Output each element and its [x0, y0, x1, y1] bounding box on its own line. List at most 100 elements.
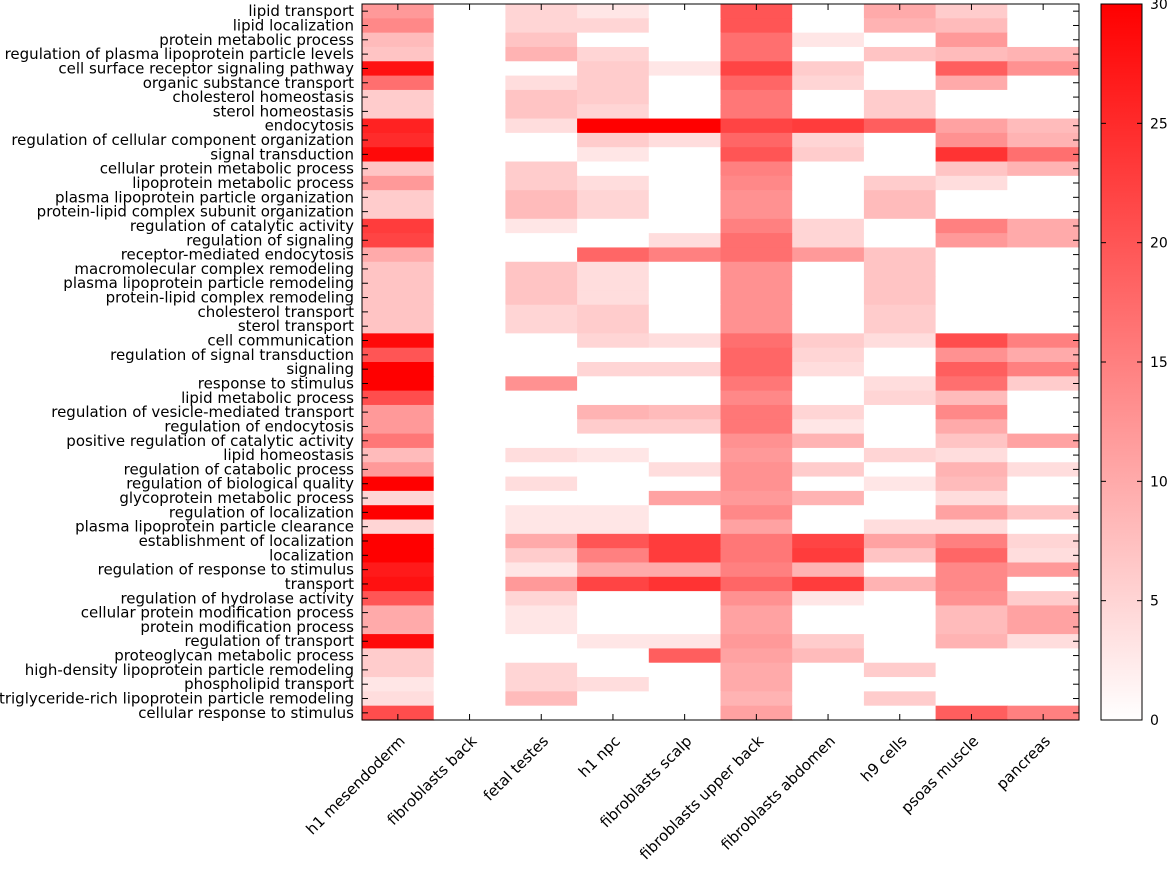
heatmap-cell [863, 18, 937, 34]
heatmap-cell [935, 505, 1008, 521]
heatmap-cell [720, 362, 793, 377]
row-label: regulation of signaling [186, 231, 354, 249]
heatmap-cell [505, 333, 578, 349]
heatmap-cell [648, 605, 722, 621]
heatmap-cell [863, 591, 937, 607]
heatmap-cell [935, 447, 1008, 463]
heatmap-cell [792, 362, 865, 377]
heatmap-cell [648, 218, 722, 234]
colorbar-tick-label: 25 [1150, 116, 1167, 132]
row-label: lipid transport [248, 2, 354, 20]
colorbar-tick-label: 10 [1150, 474, 1167, 490]
heatmap-cell [720, 548, 793, 564]
heatmap-cell [505, 61, 578, 77]
heatmap-cell [792, 691, 865, 707]
heatmap-cell [577, 247, 650, 263]
heatmap-cell [505, 533, 578, 549]
row-label: regulation of vesicle-mediated transport [51, 403, 354, 421]
heatmap-cell [720, 204, 793, 220]
heatmap-cell [577, 462, 650, 478]
heatmap-cell [1007, 75, 1080, 91]
heatmap-cell [648, 404, 722, 420]
heatmap-cell [433, 376, 506, 392]
row-label: plasma lipoprotein particle organization [55, 188, 354, 206]
row-label: transport [285, 575, 354, 593]
colorbar-tick-label: 5 [1150, 594, 1159, 610]
heatmap-cell [863, 132, 937, 148]
heatmap-cell [863, 104, 937, 120]
heatmap-cell [433, 705, 506, 721]
heatmap-cell [648, 662, 722, 678]
heatmap-cell [505, 490, 578, 506]
heatmap-cell [648, 290, 722, 306]
heatmap-cell [577, 691, 650, 707]
row-label: regulation of catabolic process [124, 460, 355, 478]
heatmap-cell [935, 304, 1008, 320]
heatmap-cell [720, 319, 793, 334]
heatmap-cell [935, 75, 1008, 91]
heatmap-cell [648, 175, 722, 191]
heatmap-cell [720, 46, 793, 62]
row-label: cholesterol transport [197, 303, 354, 321]
row-label: receptor-mediated endocytosis [121, 246, 354, 264]
heatmap-cell [935, 562, 1008, 578]
heatmap-cell [577, 390, 650, 406]
heatmap-cell [720, 347, 793, 363]
heatmap-cell [648, 247, 722, 263]
column-label: fetal testes [480, 732, 553, 805]
heatmap-cell [1007, 648, 1080, 664]
heatmap-cell [362, 433, 435, 449]
heatmap-cell [577, 662, 650, 678]
heatmap-cell [505, 147, 578, 163]
heatmap-cell [433, 147, 506, 163]
heatmap-cell [1007, 362, 1080, 377]
heatmap-cell [935, 648, 1008, 664]
row-label: regulation of cellular component organiz… [11, 131, 354, 149]
heatmap-cell [863, 347, 937, 363]
heatmap-cell [1007, 533, 1080, 549]
heatmap-cell [1007, 4, 1080, 19]
heatmap-cell [648, 147, 722, 163]
heatmap-cell [505, 548, 578, 564]
heatmap-cell [1007, 591, 1080, 607]
heatmap-cell [792, 32, 865, 48]
heatmap-cell [720, 304, 793, 320]
heatmap-cell [1007, 576, 1080, 592]
heatmap-cell [505, 677, 578, 692]
heatmap-cell [362, 462, 435, 478]
heatmap-cell [505, 662, 578, 678]
heatmap-cell [1007, 347, 1080, 363]
heatmap-cell [935, 89, 1008, 105]
heatmap-cell [792, 419, 865, 435]
heatmap-cell [935, 605, 1008, 621]
heatmap-cell [648, 18, 722, 34]
heatmap-cell [863, 333, 937, 349]
heatmap-cell [577, 233, 650, 249]
heatmap-cell [505, 362, 578, 377]
heatmap-cell [935, 46, 1008, 62]
heatmap-cell [792, 304, 865, 320]
heatmap-cell [433, 132, 506, 148]
heatmap-cell [362, 490, 435, 506]
heatmap-cell [362, 233, 435, 249]
heatmap-cell [577, 519, 650, 535]
heatmap-cell [935, 362, 1008, 377]
heatmap-cell [362, 290, 435, 306]
heatmap-cell [648, 347, 722, 363]
heatmap-cell [935, 519, 1008, 535]
heatmap-cell [362, 591, 435, 607]
heatmap-cell [863, 218, 937, 234]
heatmap-cell [863, 433, 937, 449]
heatmap-cell [362, 419, 435, 435]
heatmap-cell [433, 276, 506, 291]
heatmap-cell [863, 447, 937, 463]
heatmap-cell [433, 118, 506, 134]
heatmap-cell [935, 548, 1008, 564]
heatmap-cell [1007, 132, 1080, 148]
heatmap-cell [720, 433, 793, 449]
heatmap-cell [648, 705, 722, 721]
heatmap-cell [935, 147, 1008, 163]
heatmap-cell [863, 634, 937, 649]
heatmap-cell [362, 662, 435, 678]
heatmap-cell [720, 261, 793, 277]
